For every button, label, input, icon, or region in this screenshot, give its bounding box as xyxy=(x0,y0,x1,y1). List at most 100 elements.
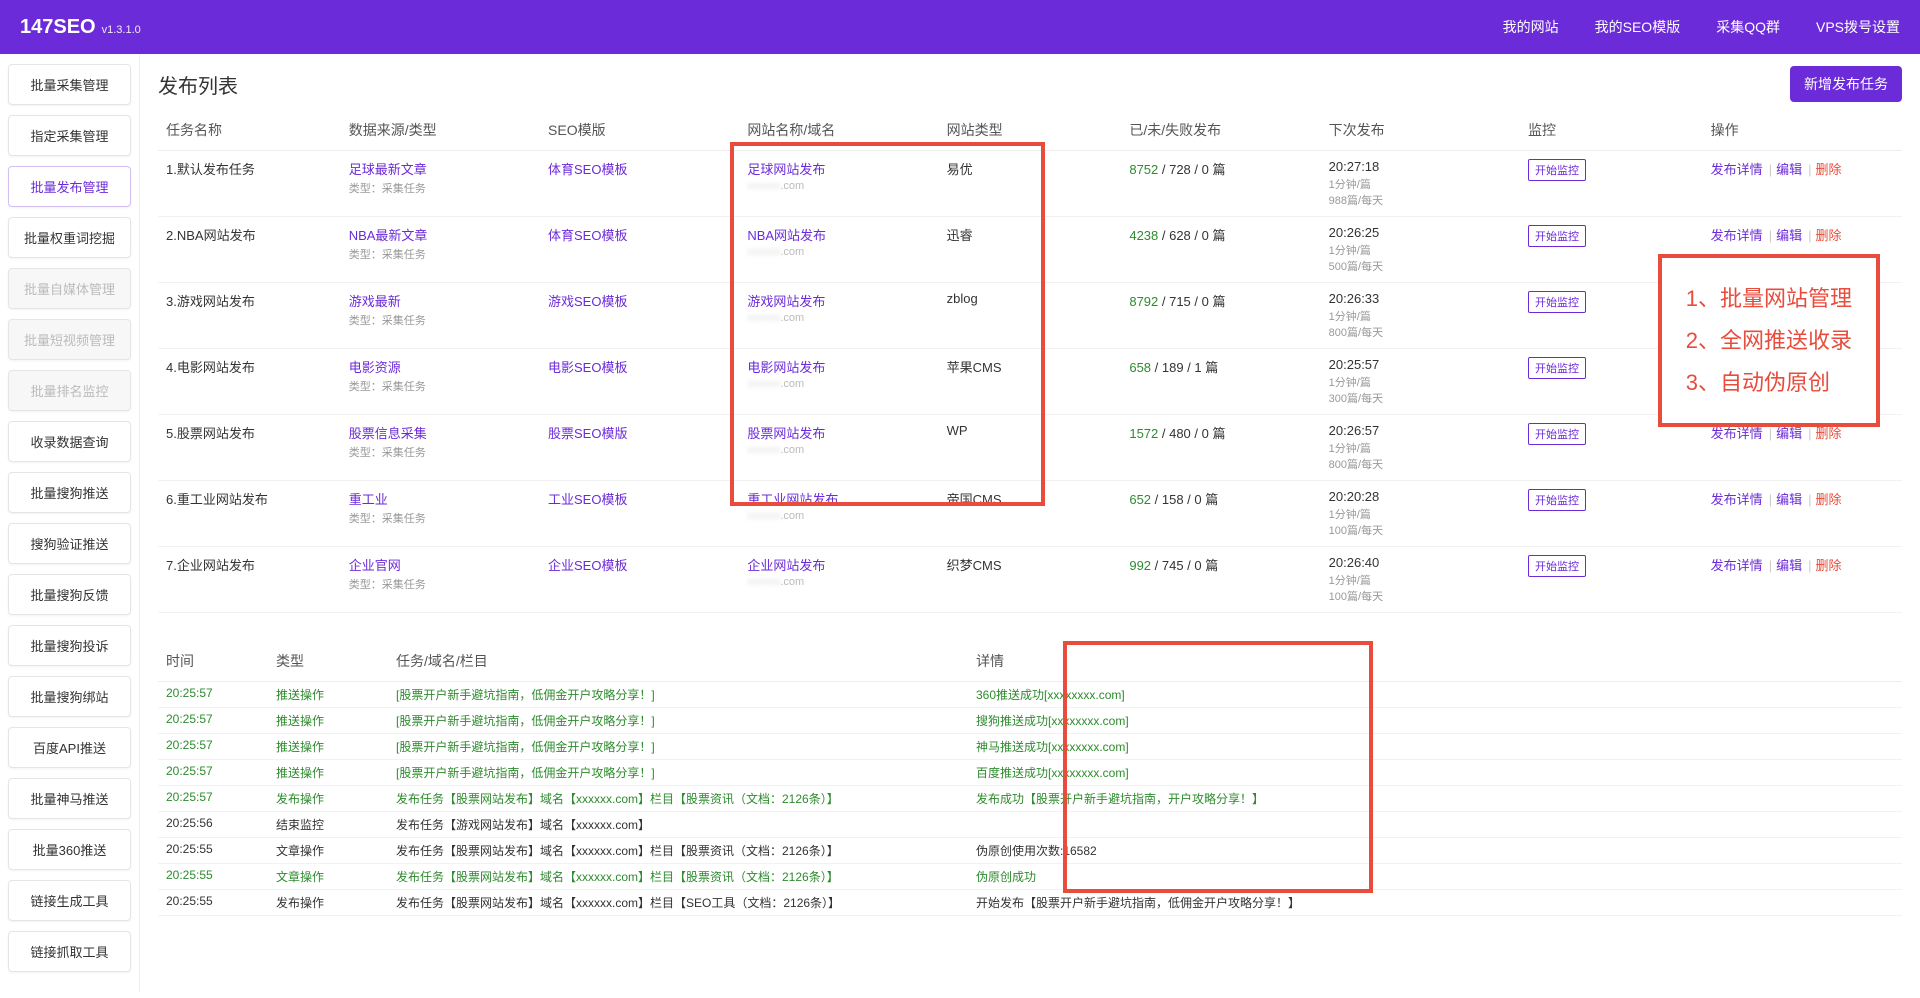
detail-link[interactable]: 发布详情 xyxy=(1711,162,1763,177)
log-task: 发布任务【股票网站发布】域名【xxxxxx.com】栏目【股票资讯（文档：212… xyxy=(388,838,968,864)
table-row: 4.电影网站发布电影资源类型：采集任务电影SEO模板电影网站发布xxxxxx.c… xyxy=(158,349,1902,415)
nav-link[interactable]: VPS拨号设置 xyxy=(1816,17,1900,37)
monitor-cell: 开始监控 xyxy=(1520,481,1703,547)
log-time: 20:25:57 xyxy=(158,708,268,734)
annotation-line: 2、全网推送收录 xyxy=(1686,320,1852,362)
sidebar-item[interactable]: 指定采集管理 xyxy=(8,115,131,156)
log-time: 20:25:55 xyxy=(158,838,268,864)
site-name: 电影网站发布xxxxxx.com xyxy=(739,349,938,415)
sidebar-item[interactable]: 批量权重词挖掘 xyxy=(8,217,131,258)
site-name: 企业网站发布xxxxxx.com xyxy=(739,547,938,613)
next-publish: 20:26:571分钟/篇 800篇/每天 xyxy=(1321,415,1520,481)
log-time: 20:25:57 xyxy=(158,760,268,786)
delete-link[interactable]: 删除 xyxy=(1815,426,1841,441)
next-publish: 20:27:181分钟/篇 988篇/每天 xyxy=(1321,151,1520,217)
monitor-button[interactable]: 开始监控 xyxy=(1528,423,1586,445)
site-name: 重工业网站发布xxxxxx.com xyxy=(739,481,938,547)
sidebar-item[interactable]: 批量搜狗投诉 xyxy=(8,625,131,666)
monitor-button[interactable]: 开始监控 xyxy=(1528,489,1586,511)
log-detail: 神马推送成功[xxxxxxxx.com] xyxy=(968,734,1902,760)
nav-link[interactable]: 采集QQ群 xyxy=(1716,17,1780,37)
monitor-button[interactable]: 开始监控 xyxy=(1528,357,1586,379)
log-header: 类型 xyxy=(268,641,388,682)
log-row: 20:25:55发布操作发布任务【股票网站发布】域名【xxxxxx.com】栏目… xyxy=(158,890,1902,916)
detail-link[interactable]: 发布详情 xyxy=(1711,492,1763,507)
monitor-button[interactable]: 开始监控 xyxy=(1528,291,1586,313)
monitor-cell: 开始监控 xyxy=(1520,151,1703,217)
site-type: WP xyxy=(939,415,1122,481)
monitor-button[interactable]: 开始监控 xyxy=(1528,159,1586,181)
ops-cell: 发布详情|编辑|删除 xyxy=(1703,481,1902,547)
table-header: 数据来源/类型 xyxy=(341,110,540,151)
seo-template: 企业SEO模板 xyxy=(540,547,739,613)
nav-link[interactable]: 我的网站 xyxy=(1503,17,1559,37)
task-name: 1.默认发布任务 xyxy=(158,151,341,217)
annotation-box: 1、批量网站管理2、全网推送收录3、自动伪原创 xyxy=(1658,254,1880,427)
site-type: 织梦CMS xyxy=(939,547,1122,613)
log-header: 时间 xyxy=(158,641,268,682)
log-type: 文章操作 xyxy=(268,864,388,890)
site-name: 游戏网站发布xxxxxx.com xyxy=(739,283,938,349)
task-name: 6.重工业网站发布 xyxy=(158,481,341,547)
seo-template: 体育SEO模板 xyxy=(540,151,739,217)
log-row: 20:25:55文章操作发布任务【股票网站发布】域名【xxxxxx.com】栏目… xyxy=(158,864,1902,890)
detail-link[interactable]: 发布详情 xyxy=(1711,426,1763,441)
sidebar-item[interactable]: 批量神马推送 xyxy=(8,778,131,819)
table-header: 网站类型 xyxy=(939,110,1122,151)
edit-link[interactable]: 编辑 xyxy=(1776,228,1802,243)
detail-link[interactable]: 发布详情 xyxy=(1711,558,1763,573)
site-type: 苹果CMS xyxy=(939,349,1122,415)
sidebar-item[interactable]: 批量搜狗反馈 xyxy=(8,574,131,615)
log-task: [股票开户新手避坑指南，低佣金开户攻略分享！] xyxy=(388,760,968,786)
table-header: 操作 xyxy=(1703,110,1902,151)
edit-link[interactable]: 编辑 xyxy=(1776,558,1802,573)
sidebar-item[interactable]: 链接生成工具 xyxy=(8,880,131,921)
task-name: 5.股票网站发布 xyxy=(158,415,341,481)
site-type: 帝国CMS xyxy=(939,481,1122,547)
table-header: 监控 xyxy=(1520,110,1703,151)
next-publish: 20:26:251分钟/篇 500篇/每天 xyxy=(1321,217,1520,283)
site-type: 迅睿 xyxy=(939,217,1122,283)
delete-link[interactable]: 删除 xyxy=(1815,492,1841,507)
edit-link[interactable]: 编辑 xyxy=(1776,492,1802,507)
sidebar-item[interactable]: 批量搜狗推送 xyxy=(8,472,131,513)
log-detail: 伪原创成功 xyxy=(968,864,1902,890)
next-publish: 20:26:401分钟/篇 100篇/每天 xyxy=(1321,547,1520,613)
log-detail: 发布成功【股票开户新手避坑指南，开户攻略分享！】 xyxy=(968,786,1902,812)
log-row: 20:25:57推送操作[股票开户新手避坑指南，低佣金开户攻略分享！]神马推送成… xyxy=(158,734,1902,760)
sidebar-item[interactable]: 批量采集管理 xyxy=(8,64,131,105)
log-time: 20:25:57 xyxy=(158,682,268,708)
sidebar-item[interactable]: 批量发布管理 xyxy=(8,166,131,207)
sidebar-item[interactable]: 搜狗验证推送 xyxy=(8,523,131,564)
log-time: 20:25:57 xyxy=(158,786,268,812)
sidebar-item[interactable]: 批量360推送 xyxy=(8,829,131,870)
publish-count: 658 / 189 / 1 篇 xyxy=(1121,349,1320,415)
table-header: SEO模版 xyxy=(540,110,739,151)
log-task: 发布任务【股票网站发布】域名【xxxxxx.com】栏目【股票资讯（文档：212… xyxy=(388,864,968,890)
new-task-button[interactable]: 新增发布任务 xyxy=(1790,66,1902,102)
detail-link[interactable]: 发布详情 xyxy=(1711,228,1763,243)
sidebar-item[interactable]: 百度API推送 xyxy=(8,727,131,768)
monitor-button[interactable]: 开始监控 xyxy=(1528,555,1586,577)
task-name: 4.电影网站发布 xyxy=(158,349,341,415)
log-row: 20:25:57发布操作发布任务【股票网站发布】域名【xxxxxx.com】栏目… xyxy=(158,786,1902,812)
delete-link[interactable]: 删除 xyxy=(1815,558,1841,573)
log-type: 推送操作 xyxy=(268,708,388,734)
log-task: [股票开户新手避坑指南，低佣金开户攻略分享！] xyxy=(388,708,968,734)
table-row: 5.股票网站发布股票信息采集类型：采集任务股票SEO模版股票网站发布xxxxxx… xyxy=(158,415,1902,481)
data-source: 企业官网类型：采集任务 xyxy=(341,547,540,613)
site-type: 易优 xyxy=(939,151,1122,217)
sidebar-item[interactable]: 批量搜狗绑站 xyxy=(8,676,131,717)
delete-link[interactable]: 删除 xyxy=(1815,228,1841,243)
monitor-button[interactable]: 开始监控 xyxy=(1528,225,1586,247)
log-detail xyxy=(968,812,1902,838)
delete-link[interactable]: 删除 xyxy=(1815,162,1841,177)
seo-template: 工业SEO模板 xyxy=(540,481,739,547)
task-name: 7.企业网站发布 xyxy=(158,547,341,613)
sidebar-item[interactable]: 收录数据查询 xyxy=(8,421,131,462)
sidebar-item[interactable]: 链接抓取工具 xyxy=(8,931,131,972)
edit-link[interactable]: 编辑 xyxy=(1776,162,1802,177)
edit-link[interactable]: 编辑 xyxy=(1776,426,1802,441)
site-type: zblog xyxy=(939,283,1122,349)
nav-link[interactable]: 我的SEO模版 xyxy=(1595,17,1681,37)
